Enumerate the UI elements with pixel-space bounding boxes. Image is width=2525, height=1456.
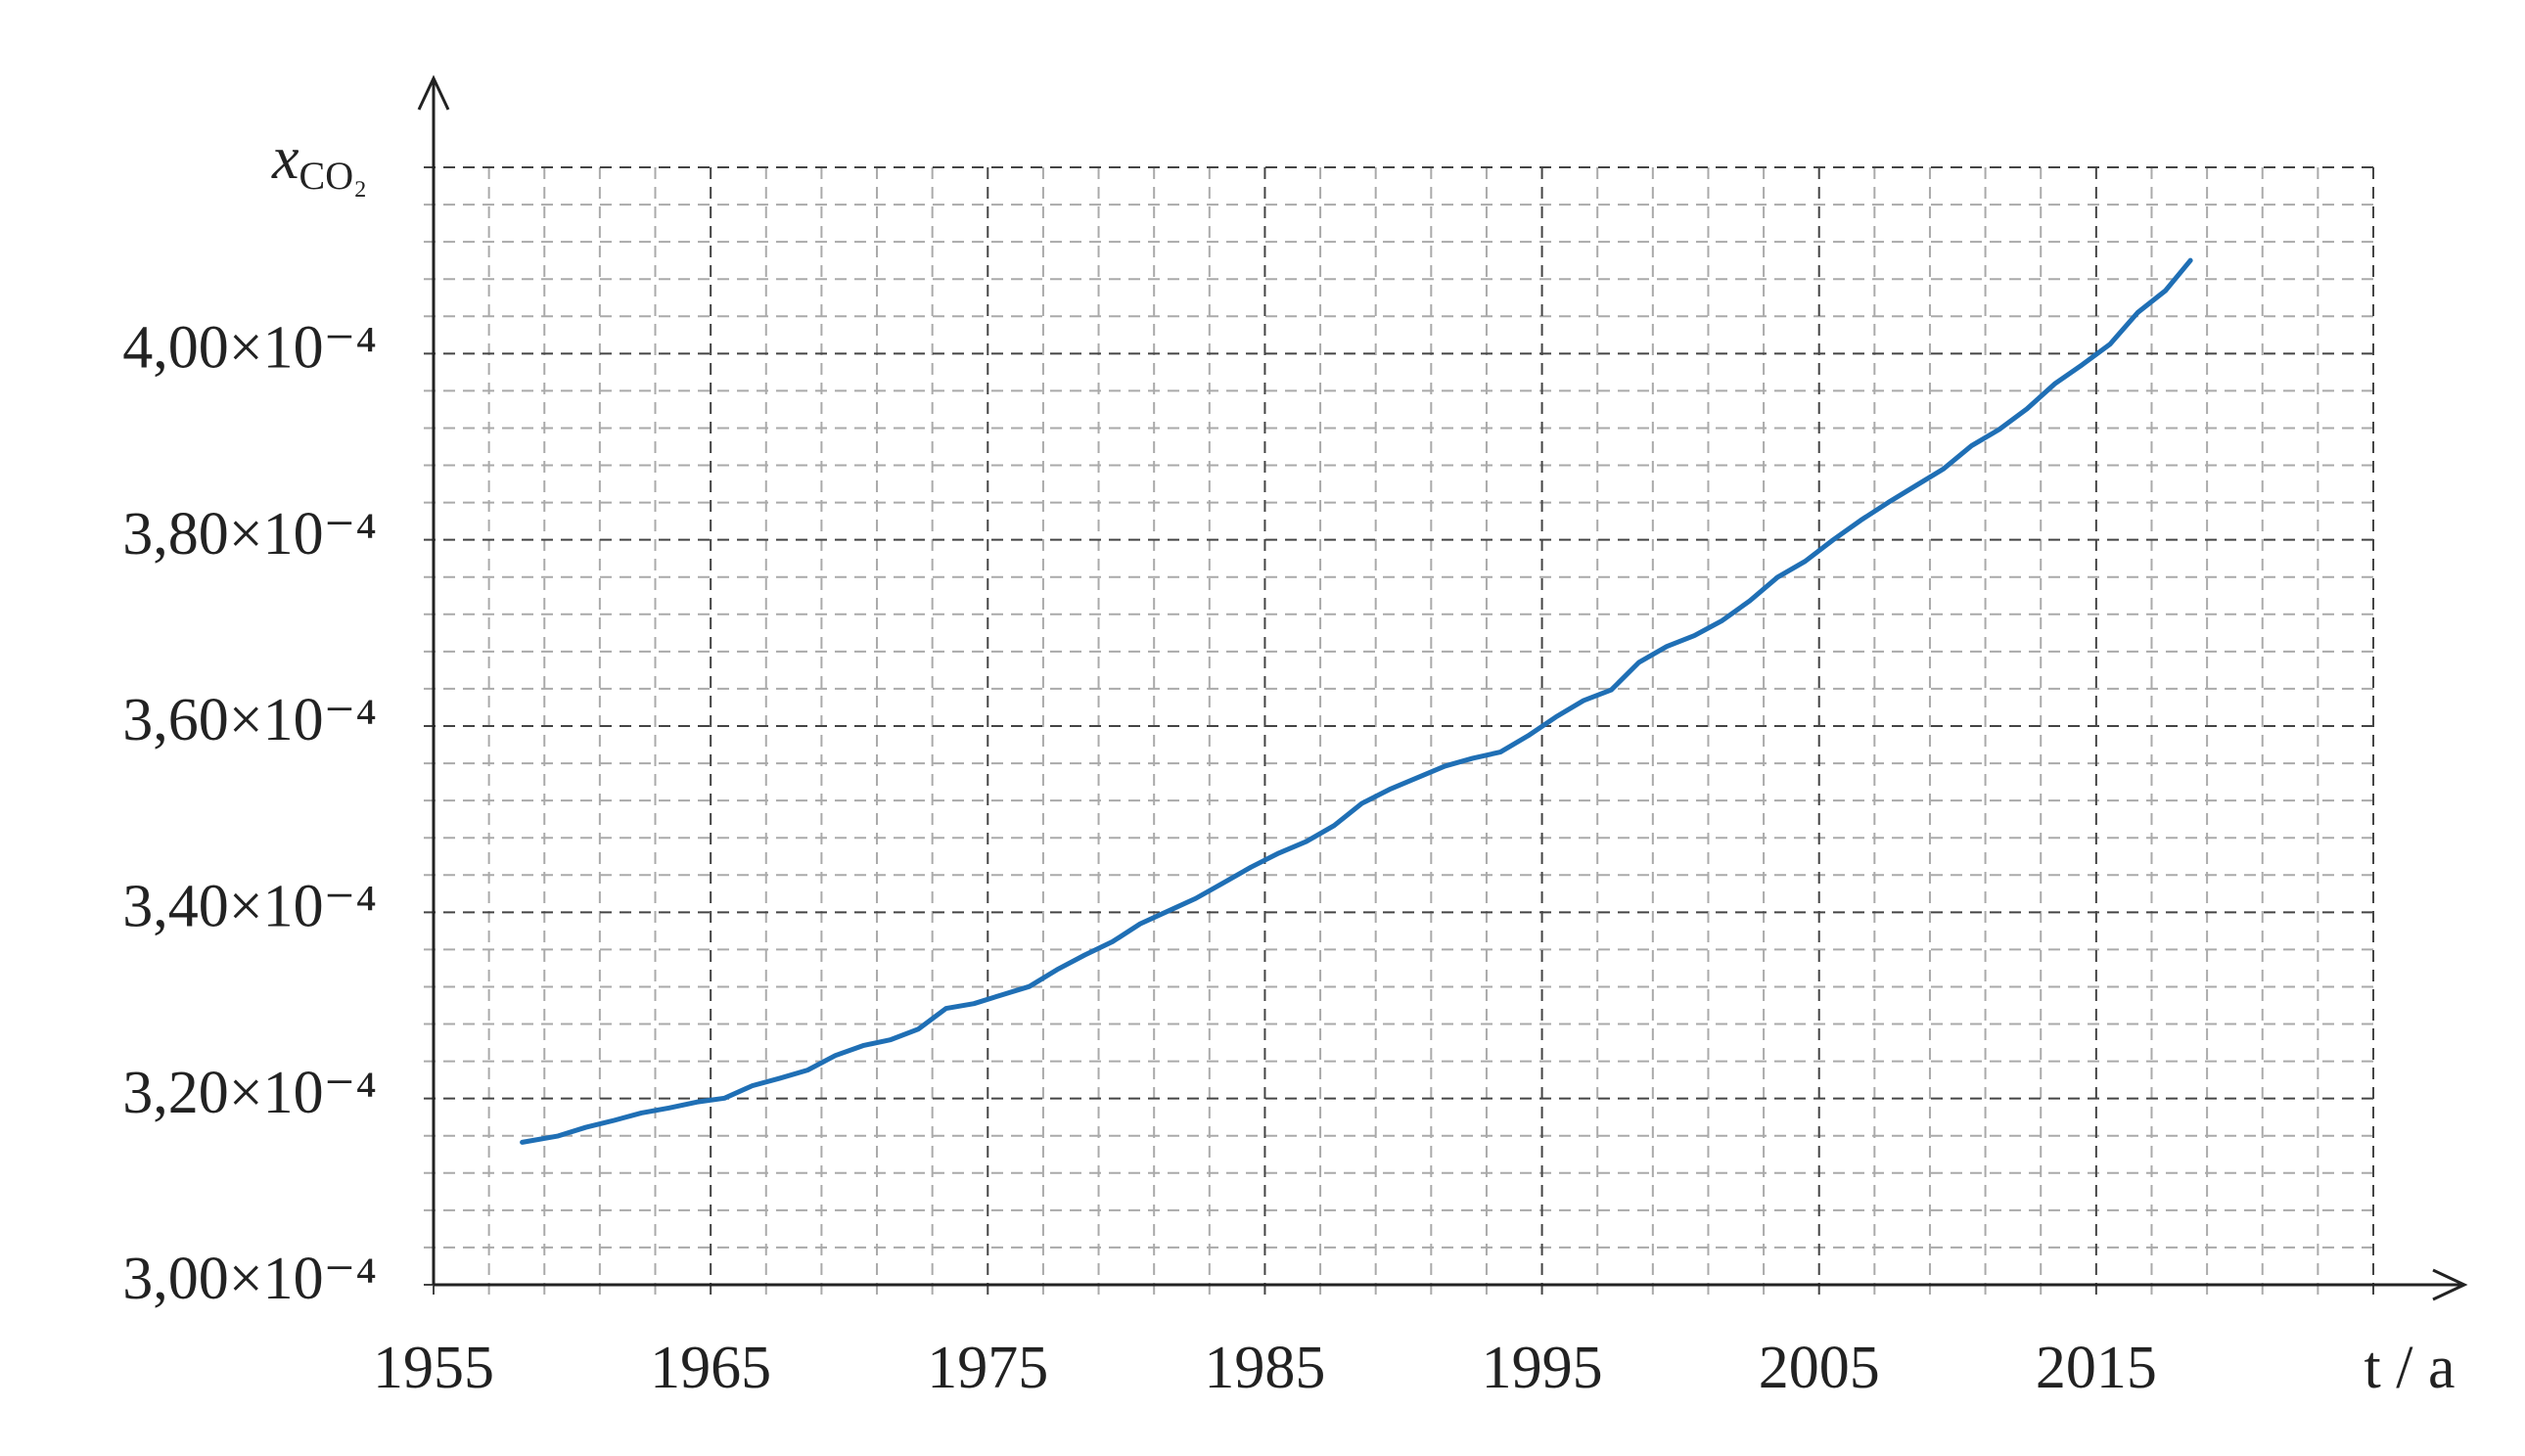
y-tick-label: 3,60×10⁻⁴ [122, 687, 377, 753]
y-label-subscript: CO₂ [299, 154, 368, 198]
x-axis-arrow [2432, 1268, 2468, 1301]
x-tick-label: 1995 [1482, 1335, 1603, 1401]
y-axis-label: xCO₂ [271, 125, 367, 198]
x-tick-label: 2005 [1759, 1335, 1880, 1401]
y-tick-label: 4,00×10⁻⁴ [122, 315, 377, 382]
x-axis-label: t / a [2364, 1335, 2456, 1401]
grid [424, 166, 2374, 1295]
y-label-symbol: x [271, 125, 299, 192]
x-tick-label: 1965 [650, 1335, 771, 1401]
x-tick-label: 1975 [927, 1335, 1048, 1401]
x-tick-label: 2015 [2036, 1335, 2157, 1401]
y-tick-label: 3,40×10⁻⁴ [122, 874, 377, 940]
y-tick-label: 3,80×10⁻⁴ [122, 501, 377, 568]
y-axis-arrow [417, 74, 450, 111]
x-tick-label: 1955 [373, 1335, 494, 1401]
marks [520, 257, 2193, 1145]
x-tick-label: 1985 [1204, 1335, 1325, 1401]
axes [417, 74, 2468, 1301]
y-tick-label: 3,00×10⁻⁴ [122, 1246, 377, 1312]
data-line [520, 257, 2193, 1145]
y-tick-label: 3,20×10⁻⁴ [122, 1060, 377, 1126]
